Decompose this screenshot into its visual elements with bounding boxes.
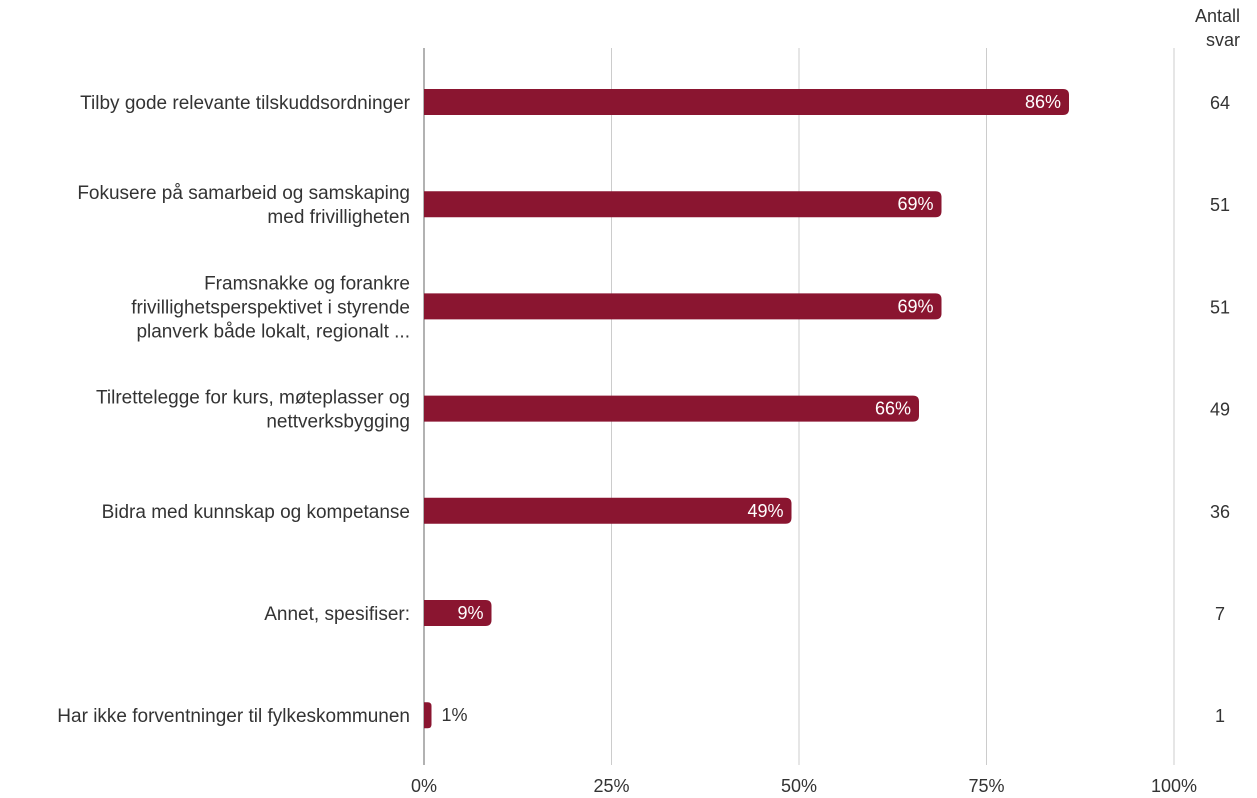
value-labels: 86% 69% 69% 66% 49% 9% 1%	[442, 92, 1062, 725]
count-header-line1: Antall	[1195, 6, 1240, 26]
bar	[424, 395, 919, 422]
bars	[424, 89, 1069, 729]
bar	[424, 702, 432, 729]
category-label: nettverksbygging	[266, 412, 410, 433]
x-axis-ticks: 0% 25% 50% 75% 100%	[411, 776, 1197, 796]
bar-value-label: 1%	[442, 705, 468, 725]
x-tick-label: 50%	[781, 776, 817, 796]
bar-value-label: 86%	[1025, 92, 1061, 112]
count-value: 51	[1210, 195, 1230, 215]
count-value: 64	[1210, 93, 1230, 113]
count-column: Antall svar 64 51 51 49 36 7 1	[1195, 6, 1240, 726]
x-tick-label: 0%	[411, 776, 437, 796]
category-label: Annet, spesifiser:	[264, 604, 410, 625]
count-value: 1	[1215, 706, 1225, 726]
category-label: Framsnakke og forankre	[204, 273, 410, 294]
count-value: 36	[1210, 502, 1230, 522]
bar	[424, 293, 942, 320]
category-label: planverk både lokalt, regionalt ...	[136, 321, 410, 342]
category-label: frivillighetsperspektivet i styrende	[131, 297, 410, 318]
bar-value-label: 66%	[875, 399, 911, 419]
category-labels: Tilby gode relevante tilskuddsordninger F…	[57, 93, 410, 727]
x-tick-label: 75%	[968, 776, 1004, 796]
bar-value-label: 69%	[897, 194, 933, 214]
category-label: Tilby gode relevante tilskuddsordninger	[80, 93, 411, 114]
bar	[424, 497, 792, 524]
category-label: Bidra med kunnskap og kompetanse	[102, 502, 410, 523]
count-value: 7	[1215, 604, 1225, 624]
count-value: 49	[1210, 400, 1230, 420]
bar-value-label: 49%	[747, 501, 783, 521]
category-label: Tilrettelegge for kurs, møteplasser og	[96, 388, 410, 409]
bar-value-label: 9%	[457, 603, 483, 623]
count-header-line2: svar	[1206, 30, 1240, 50]
category-label: Har ikke forventninger til fylkeskommune…	[57, 706, 410, 727]
count-value: 51	[1210, 297, 1230, 317]
bar-value-label: 69%	[897, 296, 933, 316]
category-label: Fokusere på samarbeid og samskaping	[77, 183, 410, 204]
bar	[424, 89, 1069, 115]
x-tick-label: 100%	[1151, 776, 1197, 796]
bar	[424, 191, 942, 218]
x-tick-label: 25%	[593, 776, 629, 796]
bar	[424, 600, 492, 626]
category-label: med frivilligheten	[267, 207, 410, 228]
